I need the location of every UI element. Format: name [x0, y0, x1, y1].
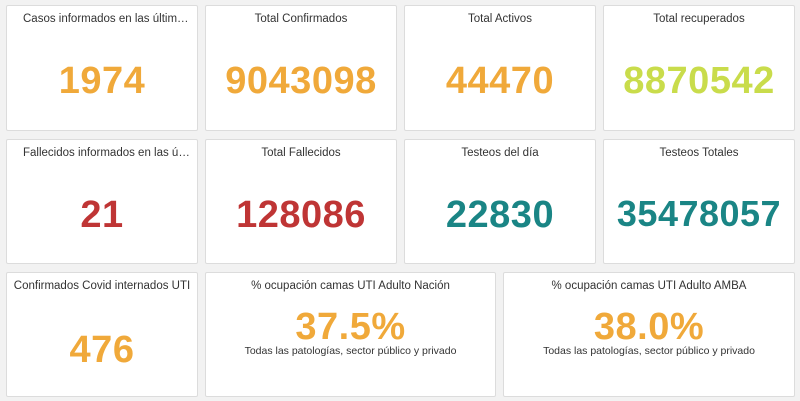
- card-value: 476: [69, 329, 135, 371]
- card-title: Total Fallecidos: [261, 147, 341, 159]
- card-title: % ocupación camas UTI Adulto Nación: [251, 280, 450, 292]
- card-casos-24h: Casos informados en las últimas 24 horas…: [6, 5, 198, 131]
- card-title: Total recuperados: [653, 13, 745, 25]
- card-title: Confirmados Covid internados UTI: [13, 280, 191, 292]
- card-subtitle: Todas las patologías, sector público y p…: [543, 345, 755, 357]
- card-value: 44470: [445, 60, 555, 102]
- card-value: 8870542: [623, 60, 775, 102]
- card-total-recuperados: Total recuperados 8870542: [603, 5, 795, 131]
- card-internados-uti: Confirmados Covid internados UTI 476: [6, 272, 198, 397]
- card-value: 38.0%: [593, 306, 705, 348]
- card-value: 128086: [236, 194, 366, 236]
- card-title: Casos informados en las últimas 24 horas: [23, 13, 191, 25]
- card-uti-nacion: % ocupación camas UTI Adulto Nación 37.5…: [205, 272, 496, 397]
- card-value: 22830: [445, 194, 555, 236]
- card-title: Total Activos: [468, 13, 532, 25]
- card-value: 9043098: [225, 60, 377, 102]
- card-subtitle: Todas las patologías, sector público y p…: [244, 345, 457, 357]
- card-total-fallecidos: Total Fallecidos 128086: [205, 139, 397, 264]
- card-title: % ocupación camas UTI Adulto AMBA: [551, 280, 747, 292]
- card-value: 1974: [58, 60, 146, 102]
- card-testeos-dia: Testeos del día 22830: [404, 139, 596, 264]
- card-title: Testeos Totales: [659, 147, 739, 159]
- card-uti-amba: % ocupación camas UTI Adulto AMBA 38.0% …: [503, 272, 795, 397]
- card-title: Fallecidos informados en las últimas 24 …: [23, 147, 191, 159]
- card-title: Testeos del día: [461, 147, 539, 159]
- card-total-confirmados: Total Confirmados 9043098: [205, 5, 397, 131]
- card-total-activos: Total Activos 44470: [404, 5, 596, 131]
- card-fallecidos-24h: Fallecidos informados en las últimas 24 …: [6, 139, 198, 264]
- card-value: 21: [80, 194, 124, 236]
- card-value: 35478057: [616, 193, 782, 234]
- card-value: 37.5%: [295, 306, 406, 348]
- card-title: Total Confirmados: [254, 13, 348, 25]
- card-testeos-totales: Testeos Totales 35478057: [603, 139, 795, 264]
